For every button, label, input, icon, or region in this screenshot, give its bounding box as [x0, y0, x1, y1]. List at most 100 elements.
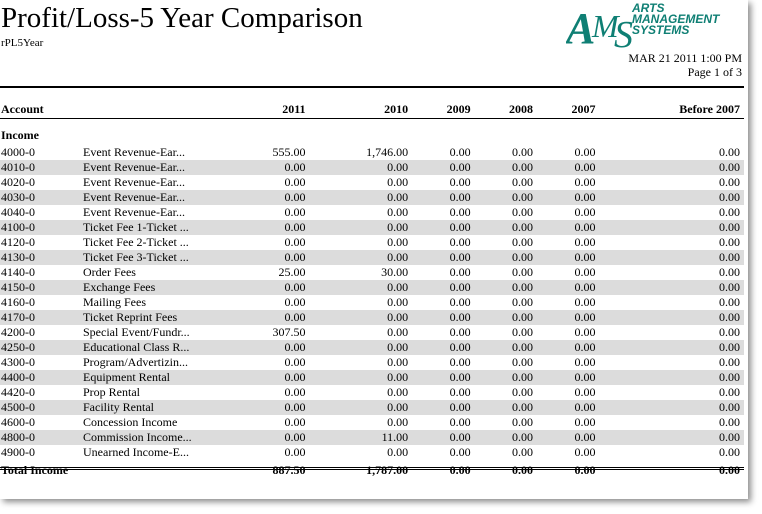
header-underline: [0, 118, 744, 119]
amount-cell: 0.00: [449, 445, 471, 459]
col-account: Account: [1, 101, 44, 116]
amount-cell: 0.00: [412, 250, 475, 265]
amount-cell: 0.00: [387, 325, 409, 339]
report-page: Profit/Loss-5 Year Comparison rPL5Year A…: [0, 2, 744, 480]
amount-cell: 0.00: [227, 430, 310, 445]
table-row: 4150-0 Exchange Fees 0.00 0.00 0.00 0.00 0.00 0…: [0, 280, 744, 295]
amount-cell: 0.00: [512, 385, 534, 399]
report-id: rPL5Year: [1, 37, 44, 49]
amount-cell: 0.00: [574, 235, 596, 249]
amount-cell: 0.00: [387, 235, 409, 249]
amount-cell: 0.00: [537, 190, 600, 205]
amount-cell: 0.00: [387, 175, 409, 189]
amount-cell: 0.00: [599, 250, 744, 265]
table-row: 4300-0 Program/Advertizin... 0.00 0.00 0.00 0…: [0, 355, 744, 370]
account-name: Event Revenue-Ear...: [83, 190, 227, 205]
amount-cell: 0.00: [309, 250, 413, 265]
amount-cell: 1,746.00: [366, 145, 409, 159]
amount-cell: 0.00: [227, 160, 310, 175]
amount-cell: 0.00: [574, 265, 596, 279]
amount-cell: 0.00: [309, 370, 413, 385]
amount-cell: 0.00: [412, 340, 475, 355]
amount-cell: 0.00: [537, 400, 600, 415]
amount-cell: 0.00: [574, 205, 596, 219]
amount-cell: 0.00: [387, 415, 409, 429]
amount-cell: 0.00: [719, 235, 740, 249]
account-number: 4020-0: [1, 175, 35, 189]
amount-cell: 0.00: [449, 235, 471, 249]
amount-cell: 0.00: [599, 160, 744, 175]
account-name: Exchange Fees: [83, 280, 227, 295]
account-number: 4040-0: [1, 205, 35, 219]
amount-cell: 0.00: [474, 250, 538, 265]
amount-cell: 0.00: [719, 385, 740, 399]
col-2007: 2007: [571, 101, 596, 116]
col-2008: 2008: [509, 101, 534, 116]
amount-cell: 0.00: [599, 370, 744, 385]
amount-cell: 25.00: [278, 265, 306, 279]
amount-cell: 0.00: [474, 310, 538, 325]
amount-cell: 0.00: [512, 205, 534, 219]
amount-cell: 0.00: [574, 325, 596, 339]
amount-cell: 0.00: [599, 310, 744, 325]
amount-cell: 0.00: [449, 175, 471, 189]
table-row: 4020-0 Event Revenue-Ear... 0.00 0.00 0.00 0.…: [0, 175, 744, 190]
amount-cell: 0.00: [574, 415, 596, 429]
account-number: 4010-0: [0, 160, 83, 175]
amount-cell: 0.00: [412, 310, 475, 325]
amount-cell: 0.00: [309, 280, 413, 295]
amount-cell: 0.00: [512, 235, 534, 249]
table-row: 4100-0 Ticket Fee 1-Ticket ... 0.00 0.00 0.0…: [0, 220, 744, 235]
amount-cell: 0.00: [284, 205, 306, 219]
amount-cell: 0.00: [512, 265, 534, 279]
total-row: Total Income887.501,787.000.000.000.000.…: [0, 460, 744, 480]
account-number: 4200-0: [1, 325, 35, 339]
amount-cell: 0.00: [449, 385, 471, 399]
amount-cell: 0.00: [512, 355, 534, 369]
amount-cell: 0.00: [412, 370, 475, 385]
account-name: Prop Rental: [83, 385, 140, 399]
col-2009: 2009: [446, 101, 471, 116]
table-row: 4800-0 Commission Income... 0.00 11.00 0.00 0…: [0, 430, 744, 445]
amount-cell: 0.00: [474, 400, 538, 415]
table-header-row: Account 2011 2010 2009 2008 2007 Before …: [0, 101, 744, 117]
account-name: Equipment Rental: [83, 370, 227, 385]
amount-cell: 0.00: [284, 355, 306, 369]
table-row: 4000-0 Event Revenue-Ear... 555.00 1,746.00…: [0, 145, 744, 160]
amount-cell: 0.00: [512, 145, 534, 159]
total-amount: 0.00: [537, 460, 599, 480]
amount-cell: 0.00: [474, 190, 538, 205]
amount-cell: 30.00: [381, 265, 409, 279]
amount-cell: 0.00: [412, 400, 475, 415]
amount-cell: 555.00: [272, 145, 306, 159]
amount-cell: 0.00: [474, 370, 538, 385]
table-row: 4120-0 Ticket Fee 2-Ticket ... 0.00 0.00 0.0…: [0, 235, 744, 250]
total-rule-top-2: [0, 469, 744, 470]
amount-cell: 0.00: [719, 445, 740, 459]
amount-cell: 0.00: [574, 355, 596, 369]
amount-cell: 0.00: [449, 355, 471, 369]
account-number: 4800-0: [0, 430, 83, 445]
page-number: Page 1 of 3: [687, 65, 742, 79]
svg-text:M: M: [591, 8, 621, 44]
amount-cell: 0.00: [309, 340, 413, 355]
amount-cell: 0.00: [537, 310, 600, 325]
account-name: Event Revenue-Ear...: [83, 160, 227, 175]
amount-cell: 0.00: [719, 175, 740, 189]
table-row: 4170-0 Ticket Reprint Fees 0.00 0.00 0.00 0.0…: [0, 310, 744, 325]
amount-cell: 0.00: [284, 235, 306, 249]
amount-cell: 0.00: [599, 190, 744, 205]
amount-cell: 0.00: [284, 295, 306, 309]
amount-cell: 0.00: [474, 220, 538, 235]
amount-cell: 0.00: [309, 400, 413, 415]
amount-cell: 11.00: [309, 430, 413, 445]
amount-cell: 0.00: [309, 220, 413, 235]
account-name: Special Event/Fundr...: [83, 325, 190, 339]
amount-cell: 0.00: [412, 430, 475, 445]
table-row: 4030-0 Event Revenue-Ear... 0.00 0.00 0.00 0.…: [0, 190, 744, 205]
table-row: 4500-0 Facility Rental 0.00 0.00 0.00 0.00 0.0…: [0, 400, 744, 415]
amount-cell: 0.00: [574, 175, 596, 189]
account-name: Order Fees: [83, 265, 136, 279]
account-number: 4030-0: [0, 190, 83, 205]
account-name: Educational Class R...: [83, 340, 227, 355]
